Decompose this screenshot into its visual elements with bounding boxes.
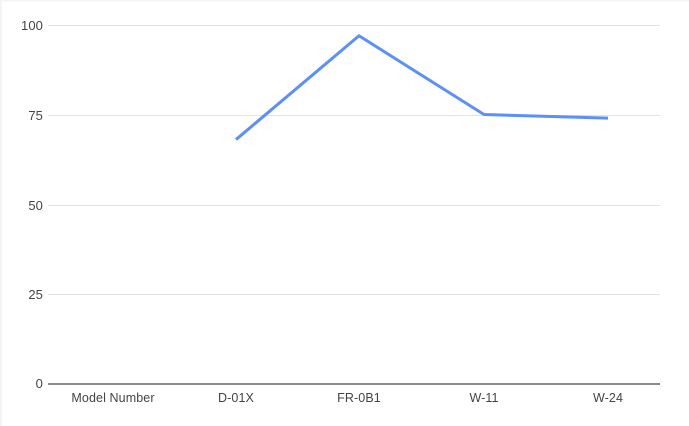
series-line [235,34,609,141]
y-tick-label-0: 0 [35,376,43,391]
y-tick-label-75: 75 [28,108,43,123]
gridline-25 [48,294,660,295]
gridline-100 [48,25,660,26]
x-tick-label-w-11: W-11 [469,391,499,405]
x-axis-line [48,383,660,385]
y-tick-label-100: 100 [21,18,43,33]
x-tick-label-model-number: Model Number [71,391,155,405]
y-tick-label-50: 50 [28,198,43,213]
x-tick-label-fr-0b1: FR-0B1 [337,391,381,405]
y-tick-label-25: 25 [28,287,43,302]
gridline-50 [48,205,660,206]
x-tick-label-w-24: W-24 [592,391,624,405]
gridline-75 [48,115,660,116]
x-tick-label-d-01x: D-01X [218,391,254,405]
